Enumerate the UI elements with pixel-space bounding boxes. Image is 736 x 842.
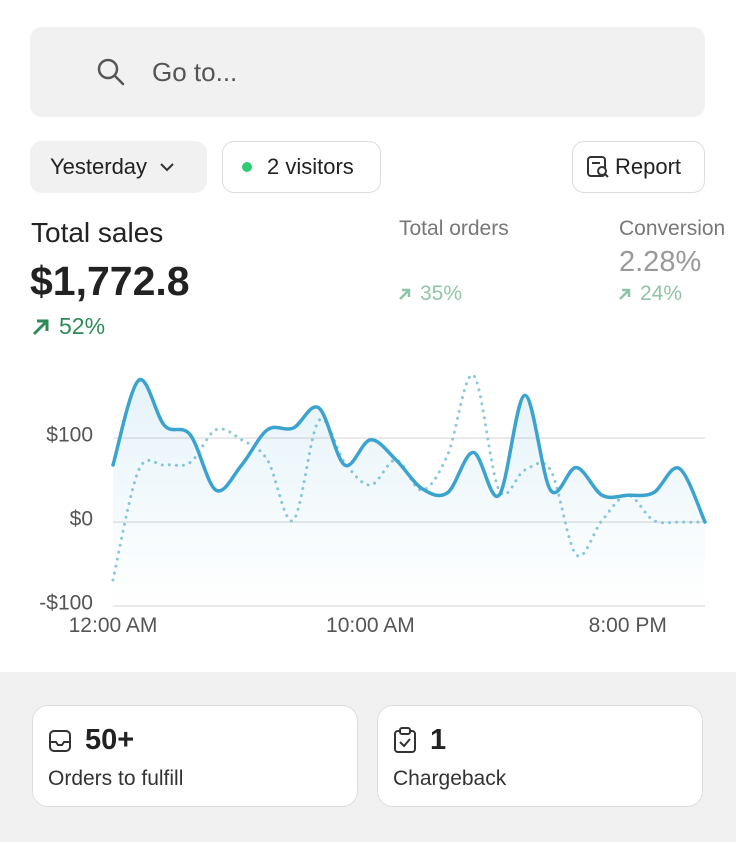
metric-change: 35% [398, 282, 462, 306]
visitors-button[interactable]: 2 visitors [222, 141, 381, 193]
metric-value: 2.28% [619, 246, 702, 278]
report-label: Report [615, 154, 682, 179]
x-tick-label: 12:00 AM [69, 614, 158, 637]
metric-change-value: 35% [420, 282, 463, 305]
visitors-label: 2 visitors [267, 154, 354, 179]
live-dot [242, 162, 252, 172]
inbox-icon [49, 730, 71, 752]
up-arrow [32, 319, 49, 335]
chevron-icon [160, 163, 174, 172]
metric-change: 52% [31, 313, 105, 340]
up-arrow [619, 288, 631, 300]
period-button[interactable]: Yesterday [30, 141, 207, 193]
search-placeholder: Go to... [152, 56, 238, 87]
metric-change-value: 52% [59, 313, 106, 339]
search-icon [97, 58, 125, 86]
card-value: 1 [430, 724, 447, 756]
x-tick-label: 8:00 PM [589, 614, 667, 637]
chargeback-card[interactable]: 1 Chargeback [377, 705, 703, 807]
metric-change: 24% [618, 282, 682, 306]
up-arrow [399, 288, 411, 300]
metric-value: $1,772.8 [30, 258, 190, 304]
report-button[interactable]: Report [572, 141, 705, 193]
y-tick-label: $100 [46, 424, 93, 447]
y-tick-label: $0 [70, 508, 93, 531]
metric-change-value: 24% [640, 282, 683, 305]
metric-label: Total sales [31, 217, 164, 248]
y-tick-label: -$100 [39, 592, 93, 615]
footer-panel: 50+ Orders to fulfill 1 Chargeback [0, 672, 736, 842]
period-label: Yesterday [50, 154, 148, 179]
card-label: Chargeback [393, 767, 507, 790]
orders-card[interactable]: 50+ Orders to fulfill [32, 705, 358, 807]
report-icon [587, 156, 609, 178]
card-label: Orders to fulfill [48, 767, 184, 790]
search-bar[interactable]: Go to... [30, 27, 705, 117]
area [113, 379, 705, 606]
line [111, 378, 707, 524]
x-tick-label: 10:00 AM [326, 614, 415, 637]
clipboard-icon [394, 727, 416, 753]
metric-label: Conversion [619, 217, 726, 240]
chart: -$100 $0 $100 12:00 AM 10:00 AM 8:00 PM [39, 373, 707, 637]
metric-label: Total orders [399, 217, 509, 240]
card-value: 50+ [85, 724, 135, 756]
